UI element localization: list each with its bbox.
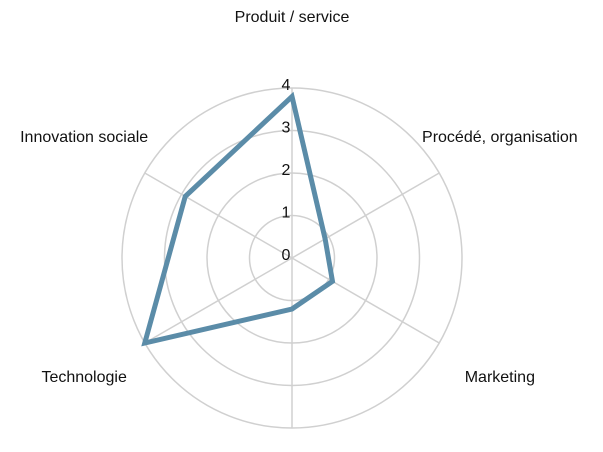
spoke <box>144 257 293 344</box>
spoke <box>291 257 440 344</box>
category-label: Technologie <box>41 369 127 386</box>
r-tick-label: 1 <box>282 205 291 222</box>
series-line <box>141 91 336 347</box>
r-tick-label: 0 <box>282 247 291 264</box>
spoke <box>291 172 440 259</box>
r-tick-label: 4 <box>282 77 291 94</box>
category-label: Marketing <box>465 369 535 386</box>
spoke <box>144 172 293 259</box>
r-tick-label: 3 <box>282 120 291 137</box>
category-label: Procédé, organisation <box>422 129 578 146</box>
category-label: Innovation sociale <box>20 129 148 146</box>
r-tick-label: 2 <box>282 162 291 179</box>
category-label: Produit / service <box>235 9 350 26</box>
